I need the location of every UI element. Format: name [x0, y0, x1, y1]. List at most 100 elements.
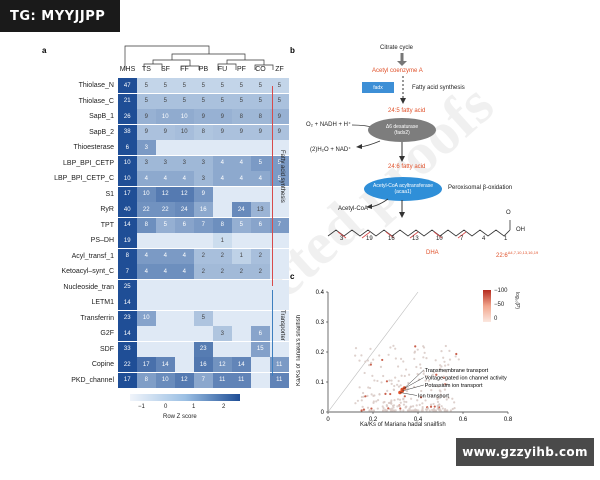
heatmap-cell: [175, 140, 194, 155]
colorbar-ticks: −1 0 1 2: [130, 404, 240, 412]
column-label: MHS: [119, 66, 136, 73]
fads-box: fadx: [362, 82, 394, 93]
heatmap-cell: [270, 140, 289, 155]
heatmap-cell: 8: [213, 217, 232, 233]
background-point: [381, 405, 384, 408]
background-point: [411, 405, 415, 408]
background-point: [443, 395, 446, 399]
y-tick-label: 0: [321, 410, 325, 416]
background-point: [403, 400, 406, 403]
background-point: [415, 365, 418, 369]
background-point: [442, 356, 445, 359]
chain-number: 1: [504, 236, 508, 242]
dashed-arrow-icon: [400, 76, 406, 104]
column-label: PB: [198, 66, 209, 73]
cofactor-in-label: O₂ + NADH + H⁺: [306, 122, 352, 128]
annotation-label: Ion transport: [418, 394, 449, 400]
heatmap-cell: 11: [270, 372, 289, 388]
heatmap-cell: 2: [213, 248, 232, 264]
background-point: [406, 387, 410, 390]
background-point: [416, 372, 419, 376]
background-point: [442, 375, 445, 378]
background-point: [360, 399, 363, 402]
heatmap-cell: 9: [270, 124, 289, 140]
background-point: [424, 379, 427, 382]
heatmap-cell: 6: [118, 140, 137, 155]
annotation-label: Voltage-gated ion channel activity: [425, 376, 507, 382]
background-point: [412, 409, 415, 412]
fatty-acid-bracket: [272, 86, 273, 286]
fatty-acid-24-6: 24:6 fatty acid: [388, 164, 426, 170]
background-point: [361, 391, 365, 395]
heatmap-cell: 6: [251, 326, 270, 341]
background-point: [376, 407, 379, 410]
background-point: [399, 384, 402, 387]
heatmap-dendrogram: [124, 45, 274, 70]
background-point: [451, 397, 454, 400]
heatmap-cell: [270, 326, 289, 341]
colorbar-tick: 1: [192, 404, 196, 410]
background-point: [397, 385, 401, 388]
background-point: [413, 357, 416, 360]
heatmap-cell: [175, 326, 194, 341]
heatmap-cell: 6: [251, 217, 270, 233]
heatmap-cell: 1: [232, 248, 251, 264]
background-point: [368, 364, 371, 367]
column-label: ZF: [275, 66, 284, 73]
background-point: [433, 409, 436, 412]
heatmap-cell: [270, 341, 289, 357]
background-point: [418, 403, 421, 406]
heatmap-cell: [251, 186, 270, 202]
background-point: [385, 380, 389, 383]
dha-oxygen-label: O: [506, 210, 511, 216]
desaturase-label: Δ6 desaturase: [385, 124, 419, 130]
heatmap-cell: [175, 341, 194, 357]
background-point: [403, 374, 406, 378]
background-point: [398, 404, 401, 408]
colorbar: [130, 394, 240, 401]
heatmap-cell: 8: [232, 109, 251, 124]
background-point: [413, 350, 417, 353]
heatmap-cell: 10: [156, 109, 175, 124]
heatmap-cell: [137, 341, 156, 357]
background-point: [435, 373, 438, 376]
heatmap-cell: 17: [118, 186, 137, 202]
background-point: [394, 409, 397, 412]
background-point: [396, 405, 399, 408]
heatmap-cell: 5: [156, 217, 175, 233]
heatmap-cell: 4: [175, 248, 194, 264]
chain-number: 7: [460, 236, 464, 242]
heatmap-cell: 10: [118, 155, 137, 171]
diagonal-reference-line: [327, 291, 419, 413]
column-label: FU: [217, 66, 228, 73]
background-point: [408, 407, 411, 410]
heatmap-cell: [175, 233, 194, 248]
dha-label: DHA: [426, 250, 439, 256]
background-point: [422, 370, 426, 373]
background-point: [429, 405, 433, 408]
heatmap-cell: 3: [194, 155, 213, 171]
background-point: [396, 398, 400, 401]
background-point: [394, 357, 397, 360]
dha-structure: [327, 220, 511, 239]
background-point: [447, 396, 450, 399]
background-point: [376, 398, 380, 402]
heatmap-cell: 5: [213, 78, 232, 93]
heatmap-cell: 12: [175, 186, 194, 202]
column-label: PF: [237, 66, 246, 73]
background-point: [429, 403, 433, 406]
background-point: [378, 354, 381, 357]
heatmap-cell: 19: [118, 233, 137, 248]
background-point: [428, 409, 431, 412]
acyltransferase-ellipse: Acetyl-CoA acyltransferase (acaa1): [364, 177, 442, 201]
heatmap-cell: [270, 264, 289, 279]
row-label: Thiolase_C: [78, 97, 114, 105]
background-point: [444, 344, 447, 348]
heatmap-cell: 5: [232, 78, 251, 93]
heatmap-cell: 9: [232, 124, 251, 140]
heatmap-cell: 8: [118, 248, 137, 264]
background-point: [372, 409, 376, 412]
x-tick-label: 0.4: [414, 417, 423, 423]
background-point: [382, 401, 385, 404]
heatmap-cell: 3: [137, 155, 156, 171]
